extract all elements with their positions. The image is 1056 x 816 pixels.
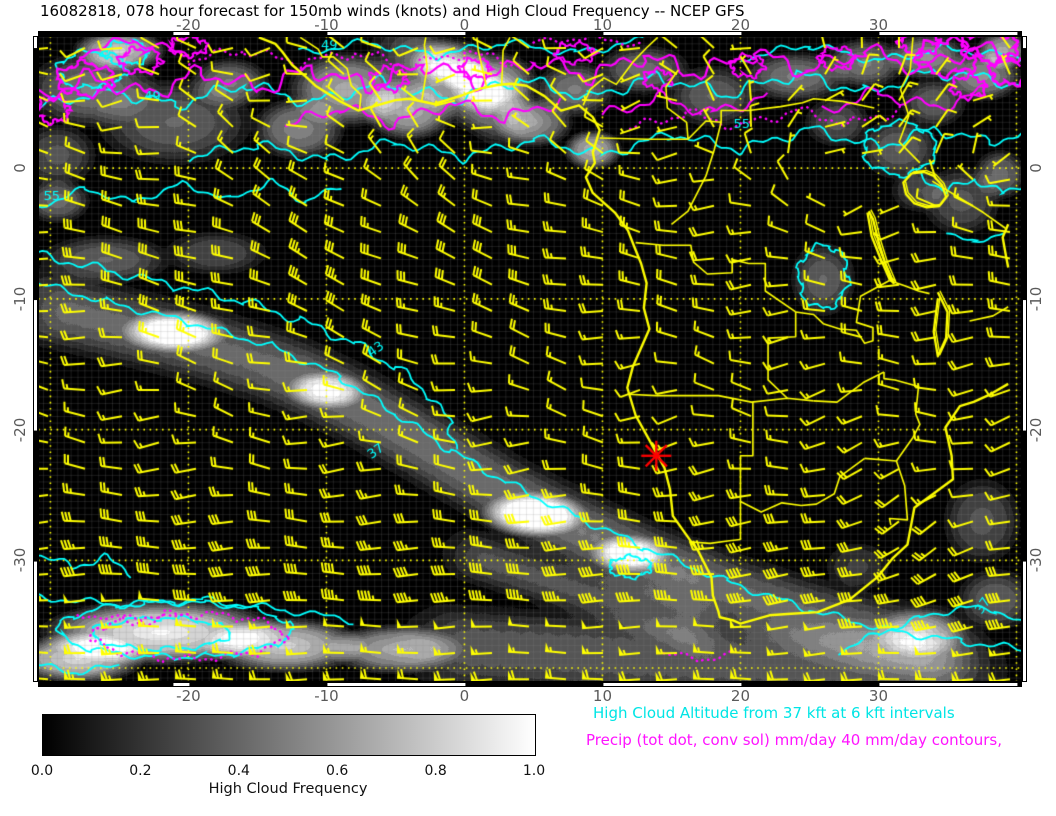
axis-tick-label: -10 <box>1027 286 1045 312</box>
axis-tick-label: 30 <box>868 16 889 34</box>
frame-strip <box>33 36 38 682</box>
legend-cloud-altitude: High Cloud Altitude from 37 kft at 6 kft… <box>593 704 955 722</box>
axis-tick-label: 0 <box>459 687 470 705</box>
page-title: 16082818, 078 hour forecast for 150mb wi… <box>40 2 745 20</box>
colorbar-tick-label: 1.0 <box>522 763 546 779</box>
axis-tick-label: -20 <box>11 417 29 442</box>
axis-tick-label: 0 <box>11 163 29 173</box>
axis-tick-label: 20 <box>730 687 750 705</box>
colorbar-label: High Cloud Frequency <box>208 781 368 797</box>
colorbar-tick-label: 0.0 <box>30 763 54 779</box>
colorbar-tick-label: 0.2 <box>129 763 152 779</box>
frame-strip <box>38 31 1022 36</box>
axis-tick-label: -20 <box>176 16 201 34</box>
colorbar-tick-label: 0.4 <box>227 763 250 779</box>
forecast-map-canvas <box>38 36 1022 682</box>
axis-tick-label: -20 <box>1027 417 1045 442</box>
legend-precip: Precip (tot dot, conv sol) mm/day 40 mm/… <box>586 731 1002 749</box>
axis-tick-label: -30 <box>11 548 29 573</box>
colorbar-tick-label: 0.6 <box>326 763 349 779</box>
colorbar-tick-label: 0.8 <box>424 763 447 779</box>
axis-tick-label: -10 <box>11 286 29 312</box>
axis-tick-label: 0 <box>459 16 470 34</box>
axis-tick-label: -30 <box>1027 548 1045 573</box>
forecast-map <box>38 36 1022 682</box>
colorbar-gradient <box>42 714 536 756</box>
axis-tick-label: -10 <box>314 687 339 705</box>
axis-tick-label: 30 <box>868 687 889 705</box>
axis-tick-label: 0 <box>1027 163 1045 173</box>
axis-tick-label: 20 <box>730 16 750 34</box>
axis-tick-label: -10 <box>314 16 339 34</box>
axis-tick-label: 10 <box>592 16 612 34</box>
axis-tick-label: -20 <box>176 687 201 705</box>
axis-tick-label: 10 <box>592 687 612 705</box>
frame-strip <box>1022 36 1027 682</box>
frame-strip <box>38 682 1022 687</box>
